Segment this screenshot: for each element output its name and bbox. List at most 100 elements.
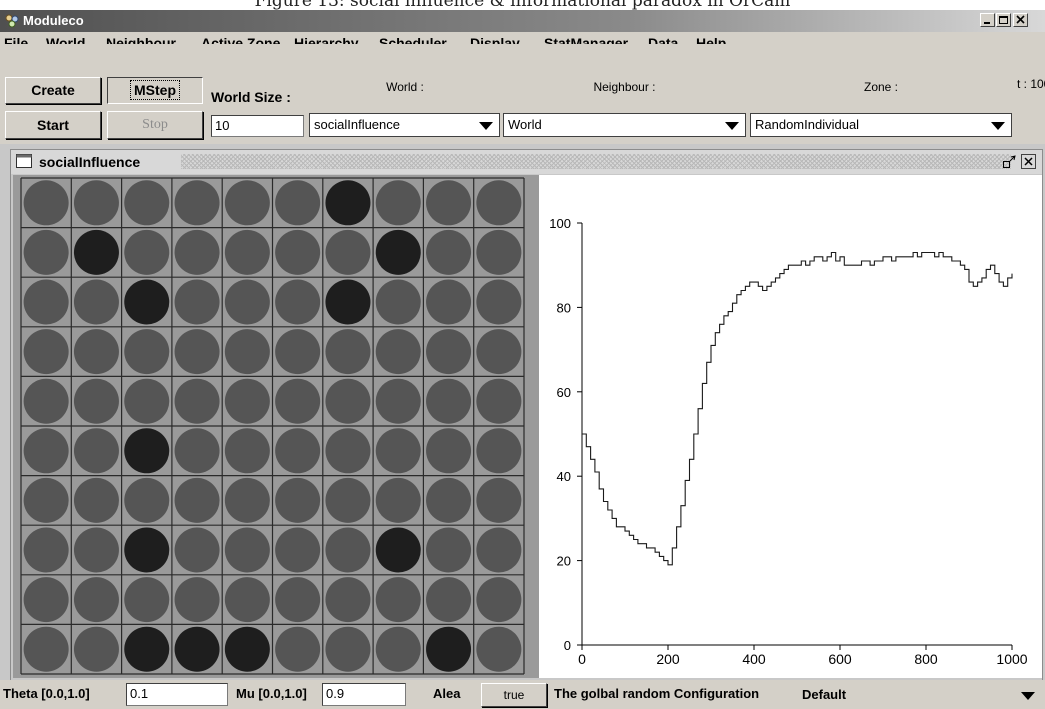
agent-cell[interactable] [325, 329, 371, 375]
agent-cell[interactable] [73, 279, 119, 325]
agent-cell[interactable] [275, 180, 321, 226]
agent-cell[interactable] [124, 329, 170, 375]
agent-cell[interactable] [325, 378, 371, 424]
agent-cell[interactable] [426, 428, 472, 474]
agent-cell[interactable] [174, 577, 220, 623]
agent-cell[interactable] [23, 279, 69, 325]
agent-cell[interactable] [426, 577, 472, 623]
agent-cell[interactable] [73, 428, 119, 474]
agent-cell[interactable] [325, 279, 371, 325]
agent-cell[interactable] [275, 279, 321, 325]
agent-cell[interactable] [426, 626, 472, 672]
agent-cell[interactable] [224, 527, 270, 573]
agent-cell[interactable] [325, 229, 371, 275]
agent-cell[interactable] [325, 527, 371, 573]
agent-cell[interactable] [325, 626, 371, 672]
agent-cell[interactable] [426, 477, 472, 523]
agent-cell[interactable] [476, 279, 522, 325]
agent-cell[interactable] [73, 229, 119, 275]
agent-cell[interactable] [124, 577, 170, 623]
agent-cell[interactable] [476, 329, 522, 375]
agent-cell[interactable] [426, 279, 472, 325]
close-frame-icon[interactable] [1021, 154, 1037, 170]
agent-cell[interactable] [375, 180, 421, 226]
agent-cell[interactable] [476, 229, 522, 275]
agent-cell[interactable] [73, 378, 119, 424]
stop-button[interactable]: Stop [107, 111, 203, 139]
agent-cell[interactable] [124, 180, 170, 226]
agent-cell[interactable] [224, 477, 270, 523]
agent-cell[interactable] [375, 577, 421, 623]
agent-cell[interactable] [224, 229, 270, 275]
agent-cell[interactable] [375, 428, 421, 474]
agent-cell[interactable] [375, 378, 421, 424]
agent-cell[interactable] [224, 180, 270, 226]
agent-cell[interactable] [325, 428, 371, 474]
agent-cell[interactable] [476, 527, 522, 573]
agent-cell[interactable] [224, 626, 270, 672]
agent-cell[interactable] [375, 527, 421, 573]
agent-cell[interactable] [23, 428, 69, 474]
agent-cell[interactable] [275, 577, 321, 623]
agent-cell[interactable] [426, 329, 472, 375]
agent-cell[interactable] [325, 577, 371, 623]
neighbour-select[interactable]: World [503, 113, 746, 137]
agent-cell[interactable] [476, 378, 522, 424]
start-button[interactable]: Start [5, 111, 101, 139]
minimize-icon[interactable] [980, 13, 995, 27]
agent-cell[interactable] [73, 180, 119, 226]
agent-cell[interactable] [73, 329, 119, 375]
agent-cell[interactable] [275, 527, 321, 573]
agent-cell[interactable] [124, 428, 170, 474]
agent-cell[interactable] [426, 527, 472, 573]
maximize-icon[interactable] [996, 13, 1011, 27]
world-size-input[interactable]: 10 [211, 115, 304, 137]
agent-cell[interactable] [23, 577, 69, 623]
config-select[interactable]: Default [797, 683, 1042, 707]
agent-cell[interactable] [426, 180, 472, 226]
mu-input[interactable]: 0.9 [322, 683, 406, 706]
agent-cell[interactable] [375, 229, 421, 275]
agent-cell[interactable] [124, 527, 170, 573]
agent-cell[interactable] [275, 428, 321, 474]
agent-cell[interactable] [174, 180, 220, 226]
agent-cell[interactable] [426, 229, 472, 275]
agent-cell[interactable] [375, 279, 421, 325]
create-button[interactable]: Create [5, 77, 101, 104]
agent-cell[interactable] [275, 626, 321, 672]
agent-cell[interactable] [23, 477, 69, 523]
agent-cell[interactable] [224, 577, 270, 623]
world-select[interactable]: socialInfluence [309, 113, 500, 137]
mstep-button[interactable]: MStep [107, 77, 203, 104]
agent-cell[interactable] [174, 477, 220, 523]
agent-cell[interactable] [275, 229, 321, 275]
zone-select[interactable]: RandomIndividual [750, 113, 1012, 137]
agent-cell[interactable] [325, 477, 371, 523]
agent-cell[interactable] [174, 229, 220, 275]
agent-cell[interactable] [73, 477, 119, 523]
agent-cell[interactable] [224, 279, 270, 325]
agent-cell[interactable] [426, 378, 472, 424]
agent-cell[interactable] [224, 329, 270, 375]
agent-cell[interactable] [23, 527, 69, 573]
agent-cell[interactable] [23, 229, 69, 275]
agent-cell[interactable] [174, 378, 220, 424]
agent-cell[interactable] [124, 626, 170, 672]
agent-cell[interactable] [124, 378, 170, 424]
agent-cell[interactable] [275, 329, 321, 375]
agent-cell[interactable] [275, 477, 321, 523]
agent-cell[interactable] [174, 279, 220, 325]
agent-cell[interactable] [476, 477, 522, 523]
close-icon[interactable] [1013, 13, 1028, 27]
agent-cell[interactable] [375, 626, 421, 672]
agent-cell[interactable] [124, 477, 170, 523]
agent-cell[interactable] [375, 477, 421, 523]
agent-cell[interactable] [174, 626, 220, 672]
agent-cell[interactable] [224, 428, 270, 474]
agent-cell[interactable] [23, 378, 69, 424]
agent-cell[interactable] [73, 527, 119, 573]
agent-cell[interactable] [275, 378, 321, 424]
minimize-frame-icon[interactable] [1001, 155, 1017, 169]
agent-cell[interactable] [224, 378, 270, 424]
agent-grid[interactable] [13, 175, 540, 678]
